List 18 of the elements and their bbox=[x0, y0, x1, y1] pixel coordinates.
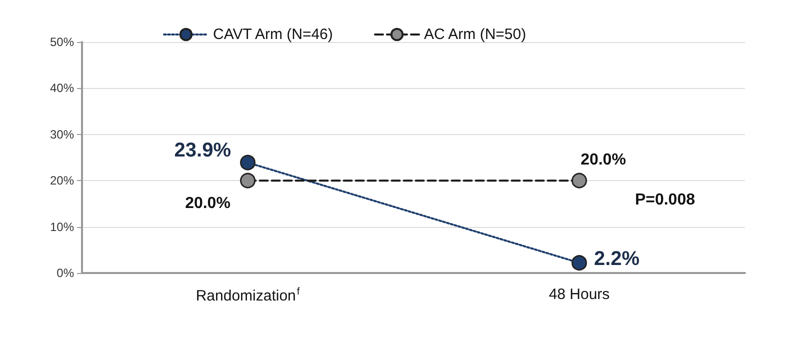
x-tick-label: 48 Hours bbox=[548, 286, 610, 303]
y-tick-label: 20% bbox=[50, 174, 74, 188]
y-tick-label: 50% bbox=[50, 35, 74, 49]
annotation: P=0.008 bbox=[634, 192, 696, 208]
legend-label: AC Arm (N=50) bbox=[424, 26, 526, 43]
y-tick-label: 0% bbox=[56, 266, 74, 280]
y-tick-label: 40% bbox=[50, 81, 74, 96]
point bbox=[572, 255, 587, 271]
data-label: 23.9% bbox=[174, 140, 232, 162]
point bbox=[572, 172, 587, 188]
y-tick-label: 30% bbox=[50, 127, 74, 142]
point bbox=[240, 172, 256, 188]
data-label: 2.2% bbox=[594, 248, 640, 270]
legend-label: CAVT Arm (N=46) bbox=[213, 26, 333, 43]
point bbox=[240, 154, 256, 170]
data-label: 20.0% bbox=[580, 151, 626, 168]
data-label: 20.0% bbox=[185, 194, 230, 212]
y-tick-label: 10% bbox=[50, 220, 74, 234]
